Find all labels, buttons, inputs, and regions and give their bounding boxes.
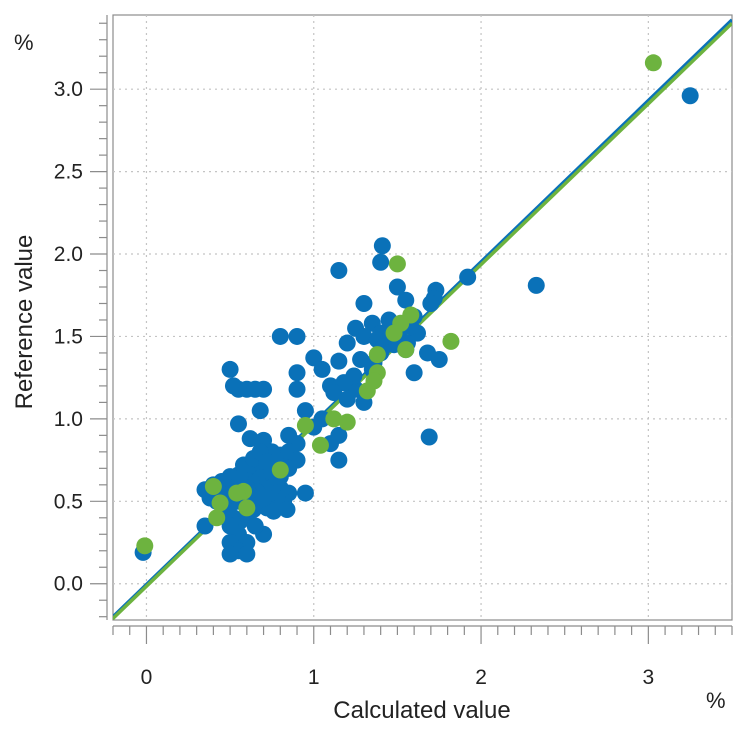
scatter-point [330, 352, 348, 370]
scatter-point [204, 477, 222, 495]
scatter-point [372, 253, 390, 271]
scatter-point [422, 294, 440, 312]
scatter-point [288, 380, 306, 398]
scatter-point [278, 501, 296, 519]
scatter-point [330, 262, 348, 280]
x-unit-label: % [706, 688, 726, 713]
scatter-point [265, 502, 283, 520]
scatter-point [397, 291, 415, 309]
scatter-point [368, 346, 386, 364]
y-unit-label: % [14, 30, 34, 55]
scatter-point [258, 453, 276, 471]
scatter-point [338, 390, 356, 408]
scatter-point [296, 416, 314, 434]
scatter-point [397, 341, 415, 359]
scatter-point [238, 499, 256, 517]
y-tick-label: 0.5 [54, 490, 83, 513]
scatter-point [288, 364, 306, 382]
scatter-point [280, 426, 298, 444]
x-tick-label: 2 [475, 666, 487, 689]
scatter-point [459, 268, 477, 286]
scatter-point [373, 237, 391, 255]
x-tick-label: 0 [141, 666, 153, 689]
scatter-point [136, 537, 154, 555]
scatter-point [385, 324, 403, 342]
scatter-point [325, 384, 343, 402]
scatter-point [255, 380, 273, 398]
scatter-point [388, 255, 406, 273]
scatter-point [255, 489, 273, 507]
scatter-point [338, 413, 356, 431]
scatter-point [355, 294, 373, 312]
scatter-point [251, 402, 269, 420]
scatter-point [221, 360, 239, 378]
scatter-point [238, 545, 256, 563]
scatter-point [442, 332, 460, 350]
scatter-point [211, 494, 229, 512]
y-axis: 0.0 0.5 1.0 1.5 2.0 2.5 3.0 [54, 15, 108, 620]
scatter-point [338, 334, 356, 352]
scatter-point [229, 415, 247, 433]
scatter-point [271, 461, 289, 479]
y-tick-label: 1.5 [54, 325, 83, 348]
scatter-point [221, 545, 239, 563]
y-tick-label: 0.0 [54, 573, 83, 596]
y-axis-title: Reference value [11, 235, 38, 410]
x-tick-label: 1 [308, 666, 320, 689]
scatter-point [330, 451, 348, 469]
x-axis: 0 1 2 3 [112, 625, 733, 689]
scatter-point [358, 382, 376, 400]
scatter-point [405, 364, 423, 382]
scatter-point [352, 351, 370, 369]
scatter-point [430, 351, 448, 369]
data-points [134, 54, 699, 563]
scatter-point [208, 509, 226, 527]
scatter-point [271, 327, 289, 345]
scatter-point [388, 278, 406, 296]
scatter-point [296, 402, 314, 420]
scatter-point [228, 484, 246, 502]
scatter-point [246, 517, 264, 535]
scatter-point [681, 87, 699, 105]
x-tick-label: 3 [643, 666, 655, 689]
y-tick-label: 2.0 [54, 243, 83, 266]
scatter-point [644, 54, 662, 72]
scatter-point [420, 428, 438, 446]
scatter-point [313, 360, 331, 378]
scatter-point [288, 327, 306, 345]
scatter-point [527, 276, 545, 294]
y-tick-label: 3.0 [54, 78, 83, 101]
scatter-point [325, 410, 343, 428]
scatter-point [355, 327, 373, 345]
scatter-point [311, 436, 329, 454]
y-tick-label: 1.0 [54, 408, 83, 431]
scatter-point [296, 484, 314, 502]
y-tick-label: 2.5 [54, 161, 83, 184]
scatter-point [241, 430, 259, 448]
x-axis-title: Calculated value [333, 697, 510, 724]
